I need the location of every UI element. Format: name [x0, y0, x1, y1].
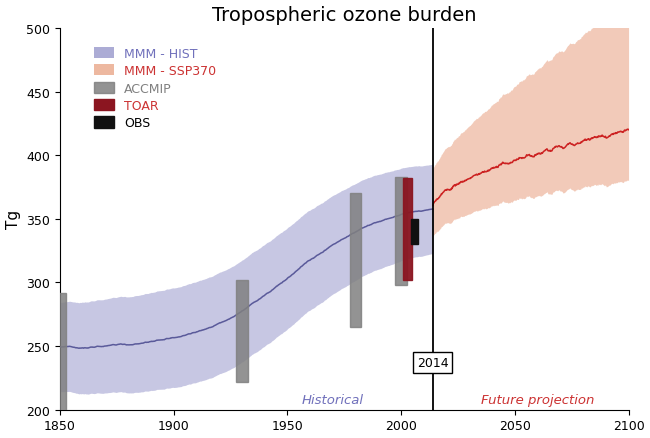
Title: Tropospheric ozone burden: Tropospheric ozone burden [212, 6, 476, 25]
Text: Future projection: Future projection [481, 393, 594, 406]
Bar [350, 194, 361, 327]
Bar [236, 280, 248, 382]
Legend: MMM - HIST, MMM - SSP370, ACCMIP, TOAR, OBS: MMM - HIST, MMM - SSP370, ACCMIP, TOAR, … [89, 42, 221, 135]
Text: 2014: 2014 [417, 357, 448, 369]
Bar [411, 219, 418, 245]
Bar [395, 177, 407, 285]
Y-axis label: Tg: Tg [6, 210, 21, 229]
Bar [54, 293, 66, 419]
Text: Historical: Historical [302, 393, 364, 406]
Bar [404, 179, 413, 280]
